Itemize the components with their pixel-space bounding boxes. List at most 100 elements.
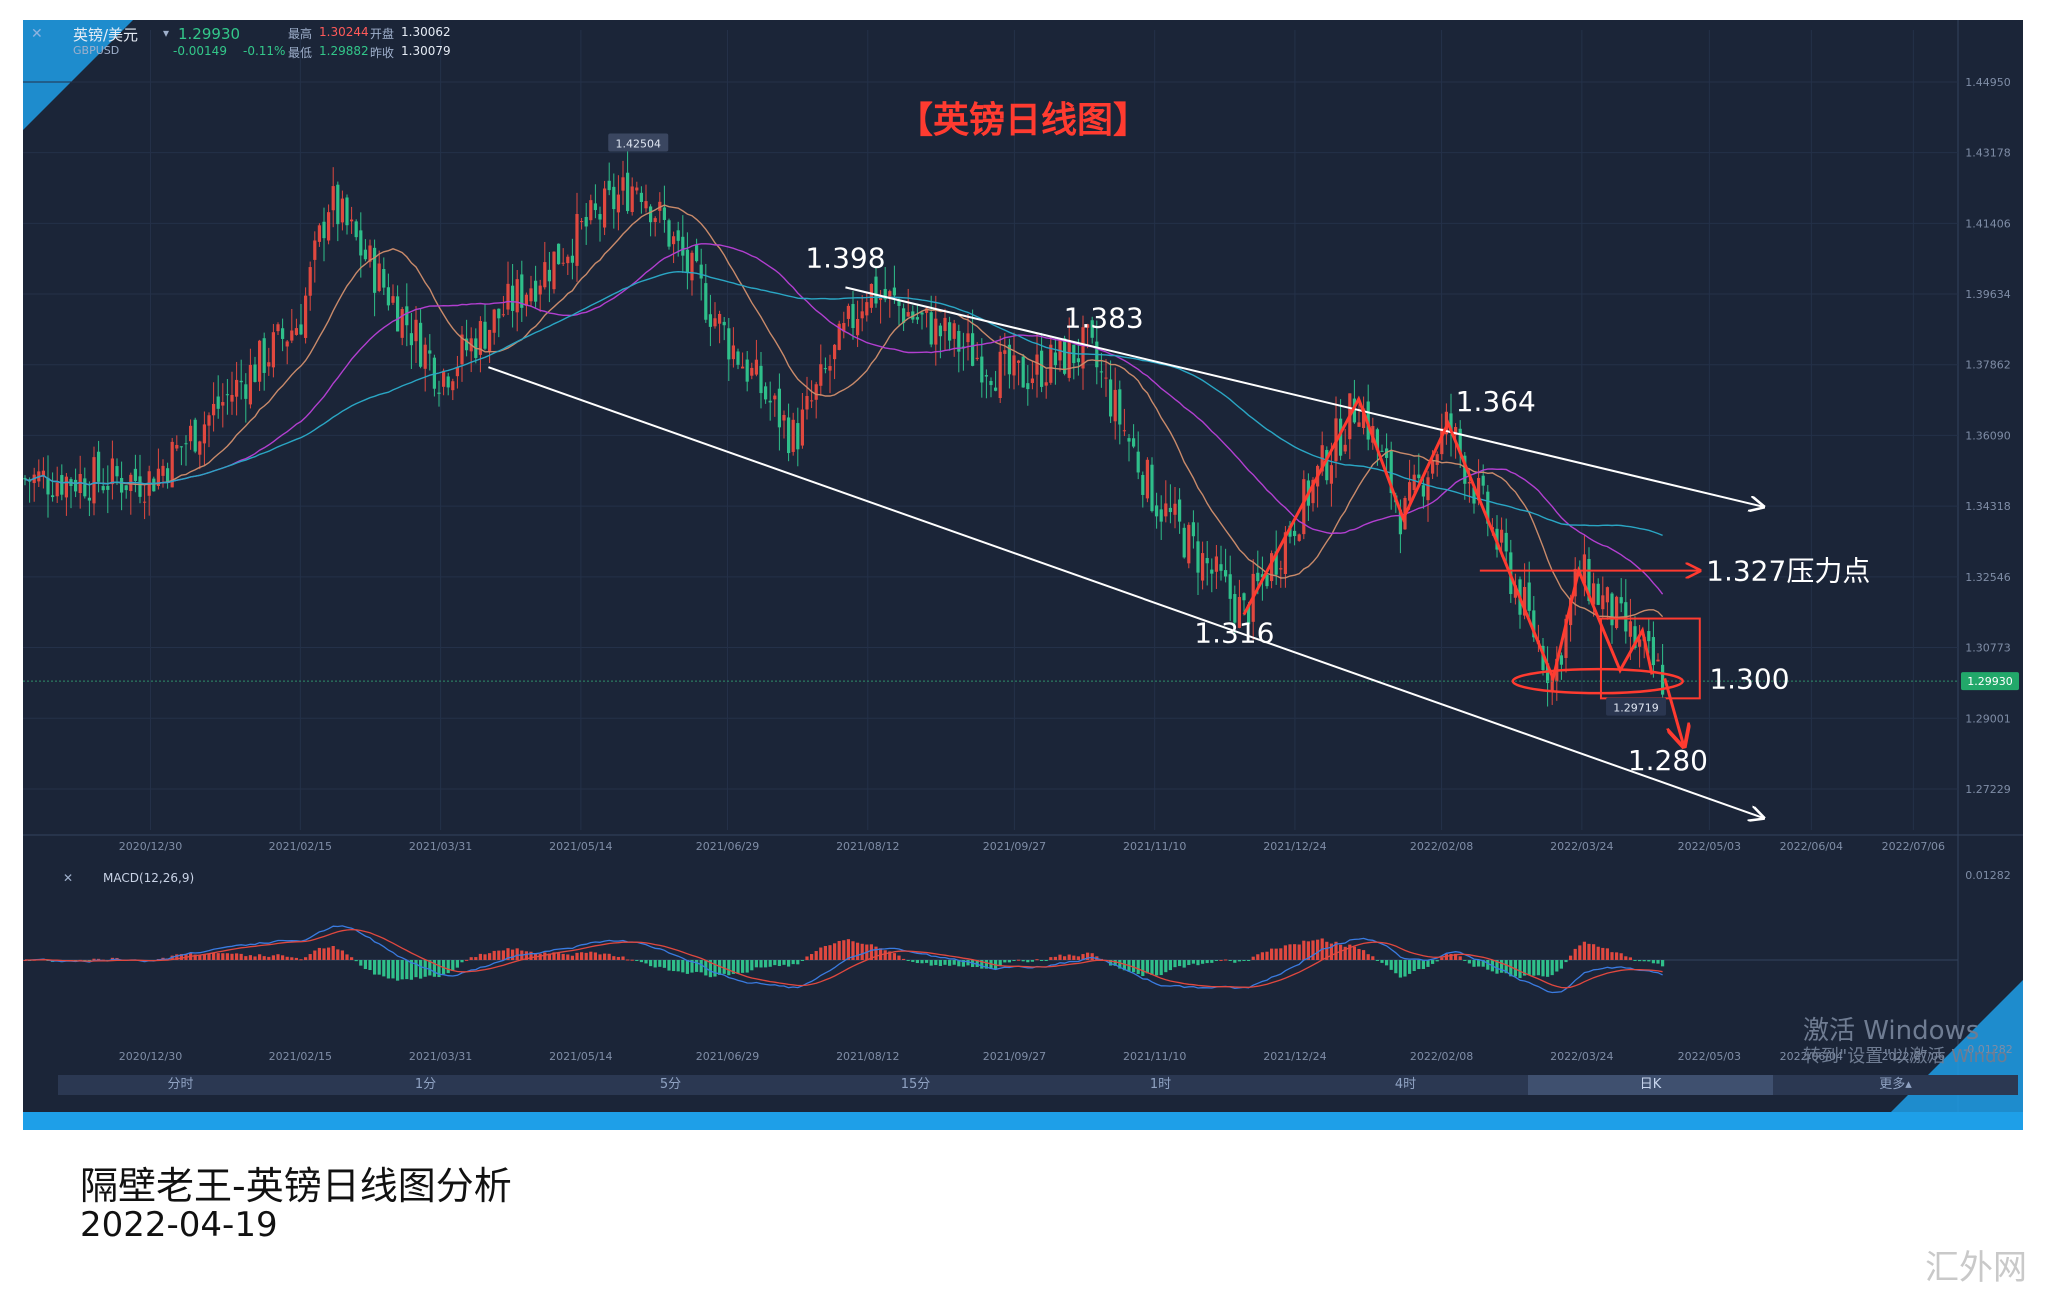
candle-body	[46, 477, 50, 495]
close-icon[interactable]: ✕	[31, 26, 43, 42]
candle-body	[138, 476, 142, 497]
candle-body	[745, 359, 749, 382]
candle-body	[1339, 418, 1343, 456]
macd-bar	[593, 952, 597, 960]
macd-bar	[1159, 960, 1163, 976]
timeframe-tab[interactable]: 15分	[900, 1077, 931, 1092]
macd-bar	[570, 955, 574, 960]
candle-body	[1638, 639, 1642, 647]
macd-bar	[603, 953, 607, 960]
macd-bar	[823, 946, 827, 960]
candle-body	[106, 485, 110, 490]
candle-body	[1090, 320, 1094, 338]
candle-body	[851, 304, 855, 329]
macd-bar	[1168, 960, 1172, 971]
candle-body	[202, 424, 206, 444]
macd-bar	[1435, 960, 1439, 962]
macd-bar	[386, 960, 390, 979]
macd-bar	[584, 952, 588, 960]
candle-body	[980, 356, 984, 383]
macd-bar	[1173, 960, 1177, 968]
macd-bar	[1564, 960, 1568, 963]
candle-body	[1500, 529, 1504, 543]
candle-body	[1067, 339, 1071, 378]
candle-body	[1421, 485, 1425, 497]
timeframe-tab[interactable]: 1分	[414, 1077, 437, 1092]
candle-body	[534, 280, 538, 302]
timeframe-tab[interactable]: 1时	[1149, 1077, 1172, 1092]
macd-bar	[1610, 952, 1614, 960]
timeframe-tab[interactable]: 日K	[1528, 1075, 1773, 1095]
macd-bar	[1348, 944, 1352, 960]
macd-bar	[336, 949, 340, 960]
macd-bar	[750, 960, 754, 971]
windows-activation-title: 激活 Windows	[1803, 1016, 1980, 1046]
candle-body	[253, 364, 257, 382]
macd-bar	[1297, 944, 1301, 960]
candle-body	[41, 470, 45, 477]
macd-bar	[373, 960, 377, 975]
chevron-down-icon[interactable]: ▾	[163, 26, 170, 40]
timeframe-tab[interactable]: 分时	[167, 1077, 194, 1092]
candle-body	[409, 333, 413, 346]
macd-bar	[1362, 950, 1366, 960]
macd-bar	[837, 940, 841, 960]
macd-bar	[1500, 960, 1504, 973]
candle-body	[520, 274, 524, 308]
macd-bar	[1343, 946, 1347, 960]
macd-bar	[566, 954, 570, 960]
macd-bar	[561, 953, 565, 960]
macd-bar	[1633, 960, 1637, 961]
prev-close-value: 1.30079	[401, 44, 451, 58]
low-label: 最低	[288, 46, 313, 60]
macd-label: MACD(12,26,9)	[103, 871, 194, 885]
macd-bar	[1559, 960, 1563, 969]
candle-body	[1109, 379, 1113, 417]
candle-body	[74, 479, 78, 492]
candle-body	[235, 379, 239, 397]
peak-tag-bg	[608, 133, 669, 152]
candle-body	[359, 230, 363, 256]
macd-bar	[662, 960, 666, 968]
low-tag-bg	[1606, 697, 1667, 716]
macd-x-tick-label: 2021/08/12	[836, 1050, 899, 1063]
candle-body	[1187, 524, 1191, 564]
macd-bar	[1357, 948, 1361, 960]
macd-bar	[1642, 960, 1646, 962]
candle-body	[557, 243, 561, 265]
candle-body	[1440, 428, 1444, 455]
candle-body	[1182, 527, 1186, 558]
candle-body	[639, 192, 643, 203]
macd-bar	[934, 960, 938, 966]
candle-body	[1293, 530, 1297, 537]
macd-bar	[543, 952, 547, 960]
timeframe-tab[interactable]: 5分	[659, 1077, 682, 1092]
candle-body	[888, 291, 892, 297]
timeframe-tab[interactable]: 更多▴	[1879, 1077, 1912, 1092]
symbol-name[interactable]: 英镑/美元	[73, 26, 139, 44]
candle-body	[975, 357, 979, 360]
macd-x-tick-label: 2021/02/15	[269, 1050, 332, 1063]
macd-x-tick-label: 2022/06/04	[1780, 1050, 1843, 1063]
macd-bar	[759, 960, 763, 968]
candle-body	[400, 309, 404, 338]
macd-x-tick-label: 2021/05/14	[549, 1050, 612, 1063]
candle-body	[1596, 583, 1600, 605]
bottom-status-bar	[23, 1112, 2023, 1130]
macd-bar	[1265, 951, 1269, 960]
candle-body	[547, 269, 551, 282]
candle-body	[308, 267, 312, 296]
macd-bar	[1012, 960, 1016, 961]
timeframe-tab[interactable]: 4时	[1394, 1077, 1417, 1092]
macd-bar	[814, 951, 818, 960]
x-tick-label: 2021/12/24	[1263, 840, 1326, 853]
macd-bar	[607, 953, 611, 960]
macd-bar	[718, 960, 722, 975]
candle-body	[1477, 477, 1481, 501]
candle-body	[658, 201, 662, 211]
candle-body	[1017, 360, 1021, 363]
candle-body	[952, 323, 956, 339]
candle-body	[1550, 674, 1554, 691]
candle-body	[1201, 553, 1205, 581]
macd-bar	[1550, 960, 1554, 976]
